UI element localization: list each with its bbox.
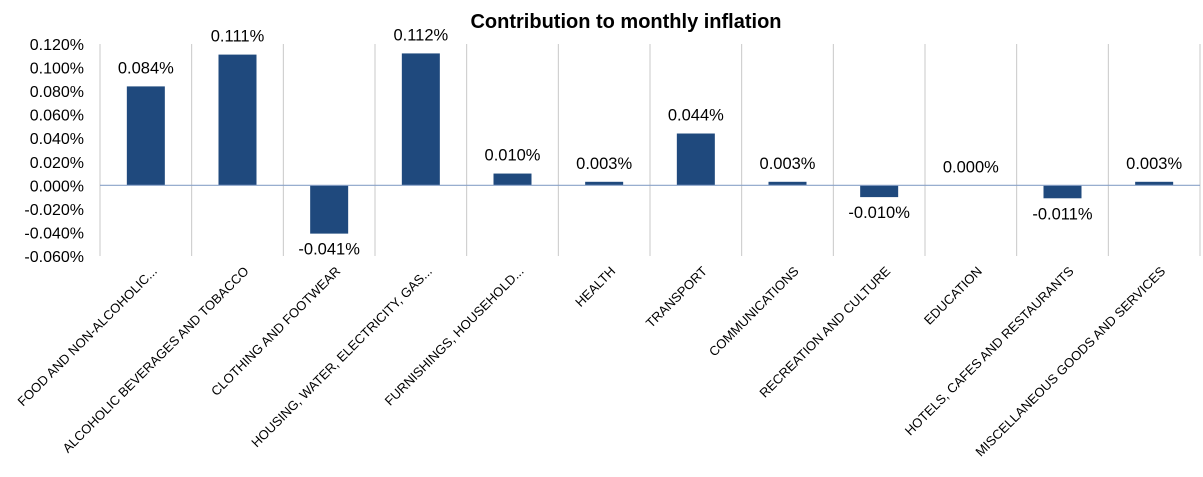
x-tick-label: MISCELLANEOUS GOODS AND SERVICES — [972, 263, 1168, 459]
category-gridlines — [99, 44, 1201, 256]
data-label: 0.000% — [943, 158, 999, 176]
bar — [218, 54, 257, 186]
data-label: 0.010% — [485, 147, 541, 165]
x-tick-label: HEALTH — [572, 264, 618, 310]
bar — [768, 181, 807, 186]
x-axis-category-labels: FOOD AND NON-ALCOHOLIC...ALCOHOLIC BEVER… — [15, 263, 1169, 459]
bar — [585, 181, 624, 186]
data-labels: 0.084% 0.111% -0.041% 0.112% 0.010% 0.003% 0.0… — [118, 26, 1183, 258]
y-tick-label: 0.060% — [30, 108, 84, 125]
data-label: 0.044% — [668, 107, 724, 125]
y-tick-label: -0.020% — [24, 202, 84, 219]
bar — [126, 86, 165, 186]
data-label: 0.084% — [118, 59, 174, 77]
chart-title: Contribution to monthly inflation — [470, 11, 781, 33]
data-label: 0.003% — [576, 155, 632, 173]
bar — [676, 133, 715, 186]
bars — [126, 53, 1174, 234]
y-tick-label: 0.000% — [30, 178, 84, 195]
y-axis-tick-labels: 0.120% 0.100% 0.080% 0.060% 0.040% 0.020% 0.00… — [24, 37, 84, 266]
data-label: 0.003% — [760, 155, 816, 173]
y-tick-label: 0.020% — [30, 155, 84, 172]
y-tick-label: -0.040% — [24, 225, 84, 242]
bar — [493, 173, 532, 186]
data-label: -0.010% — [848, 204, 910, 222]
y-tick-label: 0.120% — [30, 37, 84, 54]
x-tick-label: ALCOHOLIC BEVERAGES AND TOBACCO — [59, 264, 251, 456]
data-label: -0.041% — [298, 241, 360, 259]
y-tick-label: 0.080% — [30, 84, 84, 101]
x-tick-label: COMMUNICATIONS — [706, 263, 802, 359]
x-tick-label: TRANSPORT — [643, 263, 710, 330]
bar — [401, 53, 440, 186]
y-tick-label: 0.040% — [30, 131, 84, 148]
data-label: 0.112% — [393, 26, 448, 44]
bar — [1043, 185, 1082, 199]
bar — [1135, 181, 1174, 186]
y-tick-label: 0.100% — [30, 61, 84, 78]
x-tick-label: HOTELS, CAFES AND RESTAURANTS — [902, 263, 1077, 438]
data-label: 0.111% — [211, 28, 265, 46]
x-tick-label: EDUCATION — [921, 264, 985, 328]
data-label: 0.003% — [1126, 155, 1182, 173]
x-tick-label: HOUSING, WATER, ELECTRICITY, GAS... — [248, 264, 435, 451]
data-label: -0.011% — [1032, 205, 1093, 223]
bar — [310, 185, 349, 234]
y-tick-label: -0.060% — [24, 249, 84, 266]
bar — [860, 185, 899, 198]
